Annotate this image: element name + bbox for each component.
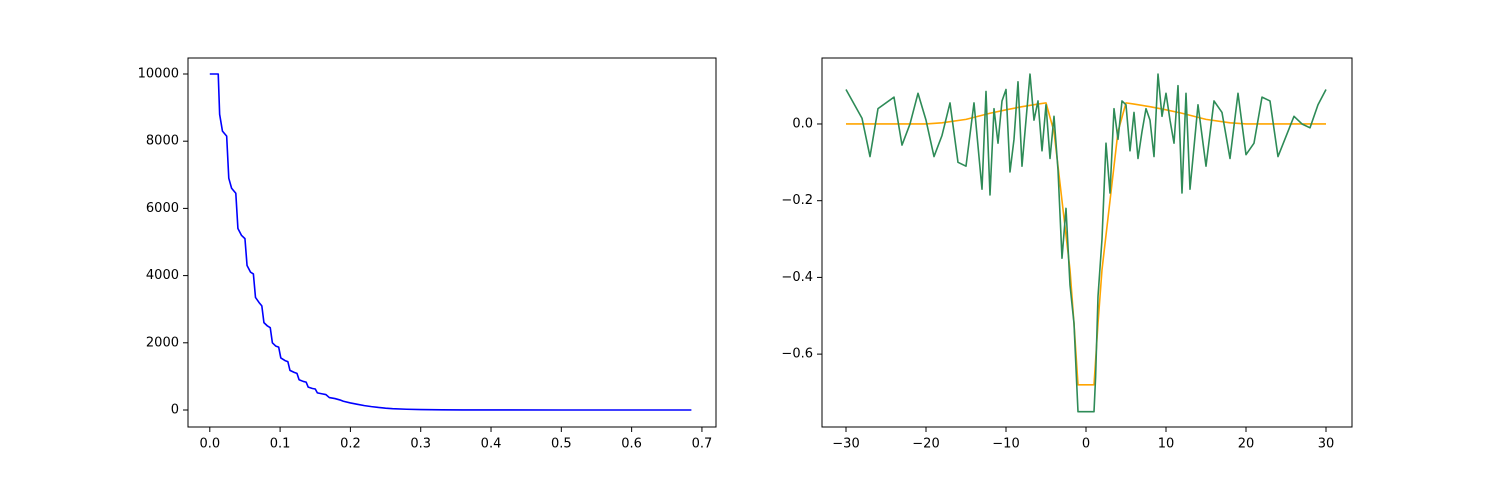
x-tick-label: 30 xyxy=(1318,437,1335,452)
y-tick-label: 0.0 xyxy=(792,116,813,131)
y-tick-label: 2000 xyxy=(146,335,179,350)
y-tick-label: 4000 xyxy=(146,268,179,283)
x-tick-label: 0.6 xyxy=(621,437,642,452)
axes-frame xyxy=(187,57,717,428)
y-tick-label: −0.6 xyxy=(781,347,813,362)
x-tick-label: 0.5 xyxy=(551,437,572,452)
x-tick-label: 0.0 xyxy=(199,437,220,452)
x-tick-label: 0.4 xyxy=(481,437,502,452)
x-tick-label: −30 xyxy=(832,437,859,452)
line-series xyxy=(209,73,692,411)
x-tick-label: 10 xyxy=(1158,437,1175,452)
y-tick-label: 0 xyxy=(171,402,179,417)
x-tick-label: 0 xyxy=(1082,437,1090,452)
line-series xyxy=(845,73,1327,413)
y-tick-label: 6000 xyxy=(146,201,179,216)
x-tick-label: 0.7 xyxy=(692,437,713,452)
x-tick-label: 0.2 xyxy=(340,437,361,452)
x-tick-label: −10 xyxy=(992,437,1019,452)
x-tick-label: 20 xyxy=(1238,437,1255,452)
y-tick-label: 10000 xyxy=(138,66,179,81)
x-tick-label: 0.3 xyxy=(410,437,431,452)
axes-frame xyxy=(821,57,1353,428)
y-tick-label: −0.2 xyxy=(781,193,813,208)
x-tick-label: 0.1 xyxy=(270,437,291,452)
y-tick-label: −0.4 xyxy=(781,270,813,285)
x-tick-label: −20 xyxy=(912,437,939,452)
line-series xyxy=(846,102,1326,386)
y-tick-label: 8000 xyxy=(146,134,179,149)
